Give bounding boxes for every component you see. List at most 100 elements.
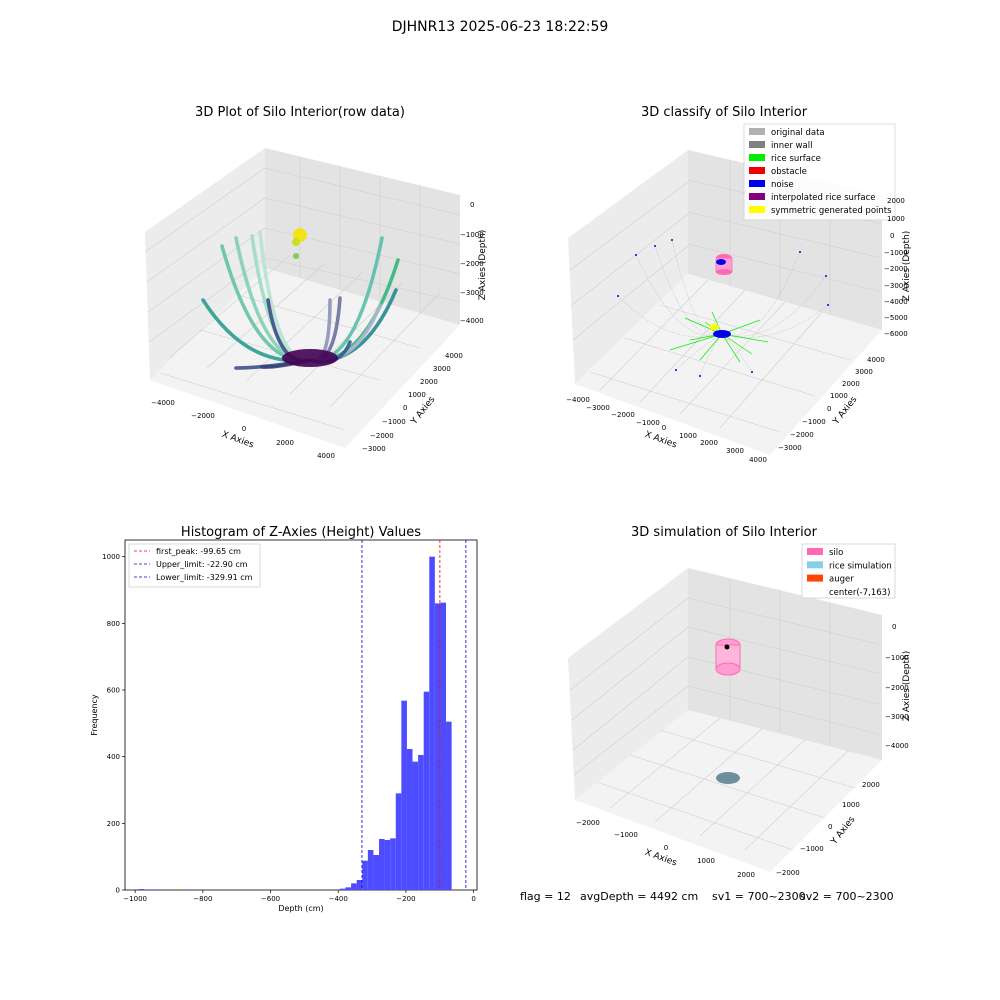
panel2-original-arc [675,333,723,371]
status-line: flag = 12 avgDepth = 4492 cm sv1 = 700~2… [520,890,894,903]
panel-classify-3d[interactable]: 3D classify of Silo Interior [566,105,912,464]
panel2-ztick: 0 [890,232,894,240]
status-flag: flag = 12 [520,890,571,903]
panel4-xticks: −2000 −1000 0 1000 2000 [576,819,755,879]
histogram-bar [423,691,430,890]
panel2-ytick: −1000 [802,418,826,426]
legend-swatch [749,167,765,174]
panel1-xticks: −4000 −2000 0 2000 4000 [151,399,335,460]
panel1-ytick: 2000 [420,378,438,386]
panel4-xtick: −2000 [576,819,600,827]
panel2-original-arc [617,295,723,338]
panel2-xtick: −3000 [586,404,610,412]
panel2-floor-pane [575,274,882,455]
legend-swatch [807,587,823,595]
panel2-xlabel: X Axies [643,430,678,451]
panel1-ylabel: Y Axies [409,395,438,428]
panel4-xtick: 1000 [697,857,715,865]
panel1-xtick: 0 [242,425,246,433]
histogram-legend-label: Lower_limit: -329.91 cm [156,573,253,582]
panel1-ztick: 0 [470,201,474,209]
panel4-grid [569,578,883,851]
panel2-ztick: −2000 [884,265,908,273]
histogram-bar [339,888,346,890]
panel4-xtick: 0 [664,844,668,852]
panel2-original-arc [721,275,827,337]
panel2-ztick: −5000 [884,314,908,322]
histogram-xlabel: Depth (cm) [278,904,323,913]
panel4-ztick: −4000 [885,742,909,750]
panel3-title: Histogram of Z-Axies (Height) Values [181,525,421,540]
panel2-ztick: 2000 [887,197,905,205]
histogram-reference-lines [361,540,467,890]
panel4-ztick: −3000 [885,713,909,721]
panel2-ytick: 2000 [842,380,860,388]
histogram-ytick-label: 200 [107,820,120,828]
panel4-zlabel: Z Axies (Depth) [902,651,912,722]
panel4-ytick: 1000 [842,801,860,809]
histogram-bar [446,721,452,890]
panel2-ytick: −2000 [790,431,814,439]
panel-simulation-3d[interactable]: 3D simulation of Silo Interior [568,525,912,879]
histogram-bar [373,855,380,890]
silo-center-mark [724,644,730,650]
histogram-bar [390,838,396,890]
panel1-zlabel: Z Axies (Depth) [478,230,488,301]
histogram-bar [188,889,194,890]
panel4-ytick: 2000 [862,781,880,789]
panel1-title: 3D Plot of Silo Interior(row data) [195,105,405,120]
panel2-ztick: −3000 [884,282,908,290]
panel1-xtick: 4000 [317,452,335,460]
histogram-bar [406,749,413,890]
panel2-noise-center [713,330,731,338]
legend-swatch [749,180,765,187]
histogram-ytick-label: 600 [107,687,120,695]
legend-label: inner wall [771,141,812,151]
panel2-xtick: 3000 [726,447,744,455]
panel4-legend: silo rice simulation auger center(-7,163) [801,543,896,599]
panel2-xtick: −2000 [611,411,635,419]
histogram-bar [418,755,424,890]
panel2-noise-point [751,371,753,373]
panel1-left-pane [145,148,265,380]
panel4-ytick: −2000 [776,869,800,877]
histogram-bar [351,883,357,890]
histogram-legend-label: Upper_limit: -22.90 cm [156,560,248,569]
histogram-ylabel: Frequency [90,694,99,736]
legend-label: silo [829,548,843,558]
panel2-ytick: −3000 [778,444,802,452]
panel1-xlabel: X Axies [220,430,255,451]
legend-label: rice surface [771,154,821,164]
histogram-bar [401,700,407,890]
histogram-bar [147,889,153,890]
panel2-xtick: −1000 [636,419,660,427]
panel2-ztick: −6000 [884,330,908,338]
panel2-original-arc [635,254,723,336]
legend-label: rice simulation [829,561,892,571]
histogram-bar [356,880,363,890]
panel4-axes-box [568,568,883,872]
panel2-xticks: −4000 −3000 −2000 −1000 0 1000 2000 3000… [566,396,767,464]
panel4-xlabel: X Axies [643,848,678,869]
panel1-green-cluster-lower [293,253,299,259]
histogram-xtick-label: −400 [329,895,348,903]
panel1-xtick: 2000 [276,439,294,447]
histogram-bar [138,889,145,890]
legend-swatch [749,128,765,135]
histogram-xtick-label: −600 [261,895,280,903]
histogram-xtick-label: −800 [193,895,212,903]
panel-histogram[interactable]: Histogram of Z-Axies (Height) Values −10… [90,525,478,913]
panel2-point-cloud [617,239,829,377]
panel-raw-3d[interactable]: 3D Plot of Silo Interior(row data) [144,105,488,460]
histogram-legend: first_peak: -99.65 cm Upper_limit: -22.90… [128,543,261,588]
panel1-ytick: 3000 [433,365,451,373]
legend-swatch [807,548,823,555]
panel1-grid [144,157,461,431]
panel2-ytick: 0 [827,405,831,413]
panel2-legend: original data inner wall rice surface obsta… [743,123,896,221]
legend-label: noise [771,180,794,190]
histogram-bar [440,602,447,890]
panel1-ztick: −2000 [460,260,484,268]
panel2-ytick: 1000 [830,392,848,400]
